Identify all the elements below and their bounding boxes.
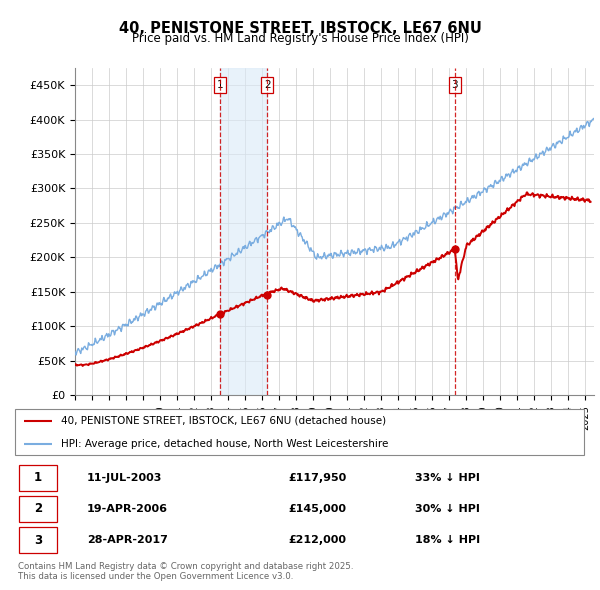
Text: 28-APR-2017: 28-APR-2017 <box>87 535 168 545</box>
FancyBboxPatch shape <box>19 464 57 491</box>
Bar <box>220 68 267 395</box>
Text: 40, PENISTONE STREET, IBSTOCK, LE67 6NU (detached house): 40, PENISTONE STREET, IBSTOCK, LE67 6NU … <box>61 415 386 425</box>
Text: 2: 2 <box>264 80 271 90</box>
Text: HPI: Average price, detached house, North West Leicestershire: HPI: Average price, detached house, Nort… <box>61 439 388 449</box>
Text: 1: 1 <box>217 80 223 90</box>
Text: 3: 3 <box>34 533 42 546</box>
Text: 33% ↓ HPI: 33% ↓ HPI <box>415 473 480 483</box>
Text: 1: 1 <box>34 471 42 484</box>
FancyBboxPatch shape <box>15 409 584 455</box>
Text: £117,950: £117,950 <box>289 473 347 483</box>
FancyBboxPatch shape <box>19 527 57 553</box>
Text: 3: 3 <box>451 80 458 90</box>
Text: 40, PENISTONE STREET, IBSTOCK, LE67 6NU: 40, PENISTONE STREET, IBSTOCK, LE67 6NU <box>119 21 481 35</box>
Text: £212,000: £212,000 <box>289 535 346 545</box>
Text: 11-JUL-2003: 11-JUL-2003 <box>87 473 162 483</box>
FancyBboxPatch shape <box>19 496 57 522</box>
Text: £145,000: £145,000 <box>289 504 346 514</box>
Text: 18% ↓ HPI: 18% ↓ HPI <box>415 535 481 545</box>
Text: Price paid vs. HM Land Registry's House Price Index (HPI): Price paid vs. HM Land Registry's House … <box>131 32 469 45</box>
Text: Contains HM Land Registry data © Crown copyright and database right 2025.
This d: Contains HM Land Registry data © Crown c… <box>18 562 353 581</box>
Text: 30% ↓ HPI: 30% ↓ HPI <box>415 504 480 514</box>
Text: 2: 2 <box>34 502 42 516</box>
Text: 19-APR-2006: 19-APR-2006 <box>87 504 168 514</box>
